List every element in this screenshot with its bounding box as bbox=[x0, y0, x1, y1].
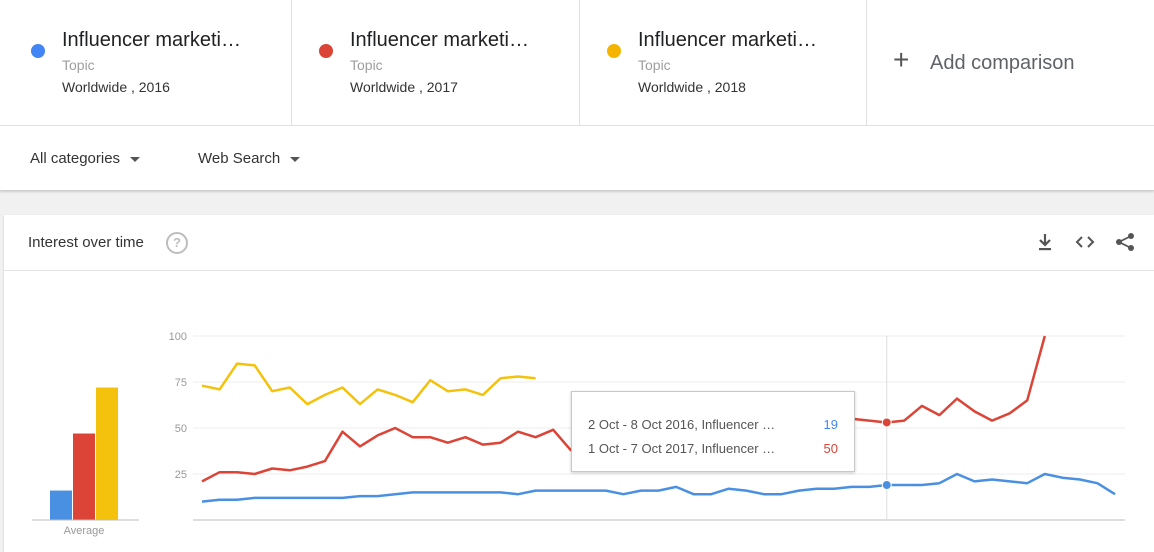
term-name: Influencer marketi… bbox=[638, 29, 817, 51]
term-location: Worldwide , 2016 bbox=[62, 79, 170, 95]
series-line-2016 bbox=[201, 472, 1116, 503]
plus-icon: + bbox=[893, 44, 910, 75]
term-location: Worldwide , 2017 bbox=[350, 79, 458, 95]
y-tick-label: 100 bbox=[169, 331, 187, 343]
y-tick-label: 75 bbox=[175, 377, 187, 389]
tooltip-row-2016-label: 2 Oct - 8 Oct 2016, Influencer … bbox=[588, 417, 776, 432]
y-tick-label: 25 bbox=[175, 469, 187, 481]
caret-down-icon bbox=[290, 156, 301, 162]
series-line-2018 bbox=[201, 362, 536, 406]
term-location: Worldwide , 2018 bbox=[638, 79, 746, 95]
average-bar-1 bbox=[50, 490, 72, 520]
interest-over-time-card: Interest over time ? bbox=[4, 215, 1154, 552]
card-title: Interest over time bbox=[28, 234, 144, 251]
term-card-2016[interactable]: Influencer marketi… Topic Worldwide , 20… bbox=[4, 0, 292, 125]
caret-down-icon bbox=[130, 156, 141, 162]
tooltip-row-2017-value: 50 bbox=[823, 441, 838, 456]
term-type: Topic bbox=[350, 57, 383, 73]
category-dropdown-label: All categories bbox=[30, 150, 121, 167]
help-icon[interactable]: ? bbox=[166, 232, 188, 254]
average-bar-2 bbox=[73, 433, 95, 520]
average-bar-3 bbox=[96, 387, 118, 520]
term-type: Topic bbox=[62, 57, 95, 73]
download-icon[interactable] bbox=[1034, 231, 1056, 253]
filter-bar: All categories Web Search bbox=[0, 125, 1154, 191]
search-type-dropdown[interactable]: Web Search bbox=[198, 150, 301, 167]
add-comparison-button[interactable]: + Add comparison bbox=[867, 0, 1154, 125]
search-type-dropdown-label: Web Search bbox=[198, 150, 281, 167]
share-icon[interactable] bbox=[1114, 231, 1136, 253]
chart-tooltip: 2 Oct - 8 Oct 2016, Influencer … 19 1 Oc… bbox=[571, 391, 855, 472]
card-header: Interest over time ? bbox=[4, 215, 1154, 271]
tooltip-row-2016-value: 19 bbox=[823, 417, 838, 432]
embed-icon[interactable] bbox=[1074, 231, 1096, 253]
tooltip-row-2017-label: 1 Oct - 7 Oct 2017, Influencer … bbox=[588, 441, 776, 456]
term-type: Topic bbox=[638, 57, 671, 73]
term-name: Influencer marketi… bbox=[62, 29, 241, 51]
add-comparison-label: Add comparison bbox=[930, 52, 1075, 74]
term-name: Influencer marketi… bbox=[350, 29, 529, 51]
y-tick-label: 50 bbox=[175, 423, 187, 435]
series-color-dot-2018 bbox=[607, 44, 621, 58]
series-color-dot-2016 bbox=[31, 44, 45, 58]
term-card-2017[interactable]: Influencer marketi… Topic Worldwide , 20… bbox=[292, 0, 580, 125]
hover-point-2017 bbox=[881, 417, 892, 428]
term-card-2018[interactable]: Influencer marketi… Topic Worldwide , 20… bbox=[580, 0, 867, 125]
hover-point-2016 bbox=[881, 480, 892, 491]
comparison-header: Influencer marketi… Topic Worldwide , 20… bbox=[0, 0, 1154, 191]
series-color-dot-2017 bbox=[319, 44, 333, 58]
category-dropdown[interactable]: All categories bbox=[30, 150, 141, 167]
average-label: Average bbox=[64, 525, 105, 537]
